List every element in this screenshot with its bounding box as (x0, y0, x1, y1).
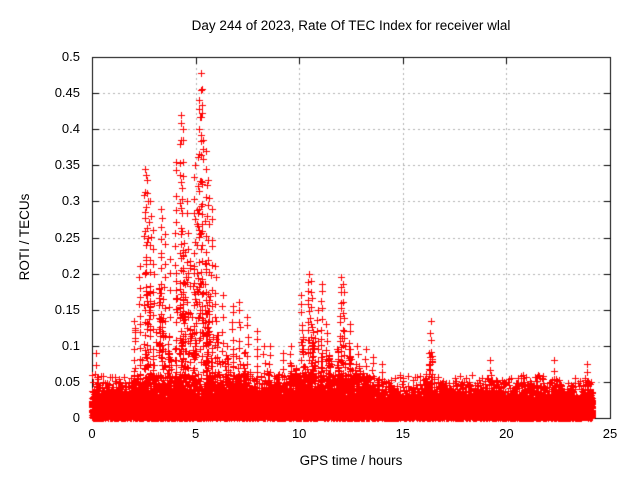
y-tick-label: 0.3 (61, 193, 80, 209)
y-tick-label: 0.25 (54, 229, 80, 245)
y-tick-label: 0.1 (61, 337, 80, 353)
x-tick-label: 5 (191, 426, 200, 441)
x-tick-label: 25 (602, 426, 618, 441)
x-tick-label: 0 (88, 426, 96, 441)
x-tick-label: 20 (499, 426, 514, 441)
y-tick-label: 0.35 (54, 157, 80, 173)
y-tick-label: 0.2 (61, 265, 80, 281)
y-tick-label: 0.45 (54, 85, 80, 101)
y-tick-label: 0.15 (54, 301, 80, 317)
x-axis-label: GPS time / hours (299, 453, 403, 468)
x-tick-label: 10 (291, 426, 307, 441)
y-tick-label: 0.4 (61, 121, 80, 137)
y-tick-label: 0.5 (61, 49, 80, 64)
y-tick-label: 0 (72, 410, 80, 425)
x-tick-label: 15 (395, 426, 411, 441)
y-tick-label: 0.05 (54, 373, 80, 389)
chart-title: Day 244 of 2023, Rate Of TEC Index for r… (191, 18, 511, 33)
